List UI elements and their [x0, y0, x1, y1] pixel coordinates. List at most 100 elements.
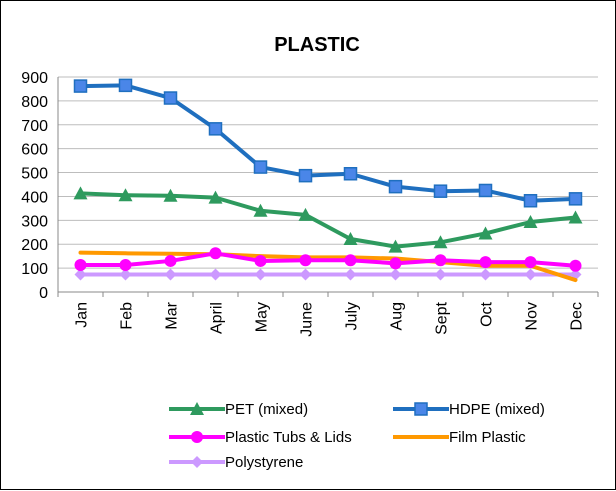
data-point-hdpe-mixed — [523, 193, 538, 208]
x-tick-label: Nov — [524, 302, 541, 330]
data-point-pet-mixed — [388, 239, 403, 253]
series-polystyrene — [74, 268, 582, 281]
legend-label: Film Plastic — [449, 429, 526, 446]
data-point-plastic-tubs-lids — [119, 259, 132, 272]
x-tick-label: Mar — [164, 301, 181, 329]
data-point-hdpe-mixed — [388, 179, 403, 194]
data-point-pet-mixed — [298, 207, 313, 221]
legend-label: HDPE (mixed) — [449, 401, 545, 418]
x-tick-label: June — [299, 302, 316, 337]
y-tick-label: 100 — [21, 261, 48, 278]
legend-label: Plastic Tubs & Lids — [225, 429, 352, 446]
data-point-hdpe-mixed — [298, 168, 313, 183]
y-tick-labels: 0 100 200 300 400 500 600 700 800 900 — [21, 70, 48, 302]
x-tick-label: Dec — [569, 302, 586, 330]
x-tick-label: April — [209, 302, 226, 334]
series-line-plastic-tubs-lids — [78, 251, 578, 268]
data-point-polystyrene — [434, 268, 447, 281]
data-point-pet-mixed — [163, 188, 178, 202]
legend-item-pet-mixed[interactable]: PET (mixed) — [169, 401, 308, 418]
y-tick-label: 200 — [21, 237, 48, 254]
data-point-polystyrene — [164, 268, 177, 281]
x-tick-label: Aug — [389, 302, 406, 330]
data-point-hdpe-mixed — [118, 78, 133, 93]
data-point-hdpe-mixed — [253, 160, 268, 174]
legend-swatch-marker — [191, 431, 203, 443]
data-point-hdpe-mixed — [343, 167, 358, 181]
data-point-polystyrene — [524, 268, 537, 281]
data-point-plastic-tubs-lids — [209, 247, 222, 260]
y-tick-label: 300 — [21, 213, 48, 230]
data-point-hdpe-mixed — [568, 192, 583, 206]
legend-item-polystyrene[interactable]: Polystyrene — [169, 454, 303, 471]
data-point-pet-mixed — [343, 231, 358, 245]
legend-label: Polystyrene — [225, 454, 303, 471]
data-point-hdpe-mixed — [73, 79, 88, 93]
data-point-hdpe-mixed — [163, 91, 178, 105]
legend-label: PET (mixed) — [225, 401, 308, 418]
data-point-plastic-tubs-lids — [299, 254, 312, 267]
x-tick-label: May — [254, 302, 271, 332]
y-tick-label: 900 — [21, 70, 48, 87]
data-point-plastic-tubs-lids — [389, 257, 402, 270]
series-group — [73, 78, 583, 283]
y-tick-label: 500 — [21, 166, 48, 183]
series-film-plastic — [78, 250, 578, 283]
axes — [57, 77, 599, 297]
data-point-polystyrene — [389, 268, 402, 281]
series-line-film-plastic — [78, 250, 578, 283]
data-point-plastic-tubs-lids — [434, 254, 447, 267]
data-point-pet-mixed — [73, 186, 88, 200]
x-tick-label: July — [344, 302, 361, 330]
series-pet-mixed — [73, 186, 583, 253]
data-point-polystyrene — [254, 268, 267, 281]
data-point-hdpe-mixed — [208, 122, 223, 136]
data-point-plastic-tubs-lids — [164, 254, 177, 267]
x-tick-labels: Jan Feb Mar April May June July Aug Sept Oct Nov De… — [74, 301, 586, 336]
data-point-plastic-tubs-lids — [479, 256, 492, 269]
legend-swatch-marker — [414, 402, 428, 416]
data-point-pet-mixed — [253, 203, 268, 217]
legend-item-hdpe-mixed[interactable]: HDPE (mixed) — [393, 401, 545, 418]
legend-swatch-marker — [191, 456, 203, 468]
grid-lines — [58, 76, 598, 269]
data-point-plastic-tubs-lids — [569, 259, 582, 272]
data-point-hdpe-mixed — [478, 183, 493, 198]
legend-item-film-plastic[interactable]: Film Plastic — [393, 429, 526, 446]
series-hdpe-mixed — [73, 78, 583, 208]
y-tick-label: 700 — [21, 118, 48, 135]
data-point-polystyrene — [479, 268, 492, 281]
data-point-plastic-tubs-lids — [524, 256, 537, 269]
data-point-pet-mixed — [208, 190, 223, 204]
series-plastic-tubs-lids — [74, 247, 582, 272]
legend-swatch-marker — [190, 402, 204, 415]
data-point-pet-mixed — [523, 215, 538, 229]
data-point-plastic-tubs-lids — [254, 254, 267, 267]
data-point-plastic-tubs-lids — [74, 259, 87, 272]
series-line-pet-mixed — [78, 191, 578, 249]
x-tick-label: Jan — [74, 302, 91, 328]
y-tick-label: 600 — [21, 142, 48, 159]
data-point-polystyrene — [119, 268, 132, 281]
x-tick-label: Sept — [434, 301, 451, 334]
data-point-pet-mixed — [478, 226, 493, 240]
data-point-pet-mixed — [568, 210, 583, 224]
data-point-polystyrene — [209, 268, 222, 281]
x-tick-label: Oct — [479, 301, 496, 326]
data-point-polystyrene — [74, 268, 87, 281]
y-tick-label: 800 — [21, 94, 48, 111]
data-point-pet-mixed — [433, 235, 448, 249]
y-tick-label: 400 — [21, 189, 48, 206]
data-point-polystyrene — [299, 268, 312, 281]
chart-title: PLASTIC — [274, 34, 360, 56]
series-line-hdpe-mixed — [78, 83, 578, 203]
data-point-plastic-tubs-lids — [344, 254, 357, 267]
legend-item-plastic-tubs-lids[interactable]: Plastic Tubs & Lids — [169, 429, 352, 446]
data-point-pet-mixed — [118, 188, 133, 202]
x-tick-label: Feb — [119, 302, 136, 330]
legend: PET (mixed) HDPE (mixed) Plastic Tubs & Li… — [169, 401, 545, 471]
data-point-hdpe-mixed — [433, 184, 448, 198]
y-tick-label: 0 — [39, 285, 48, 302]
